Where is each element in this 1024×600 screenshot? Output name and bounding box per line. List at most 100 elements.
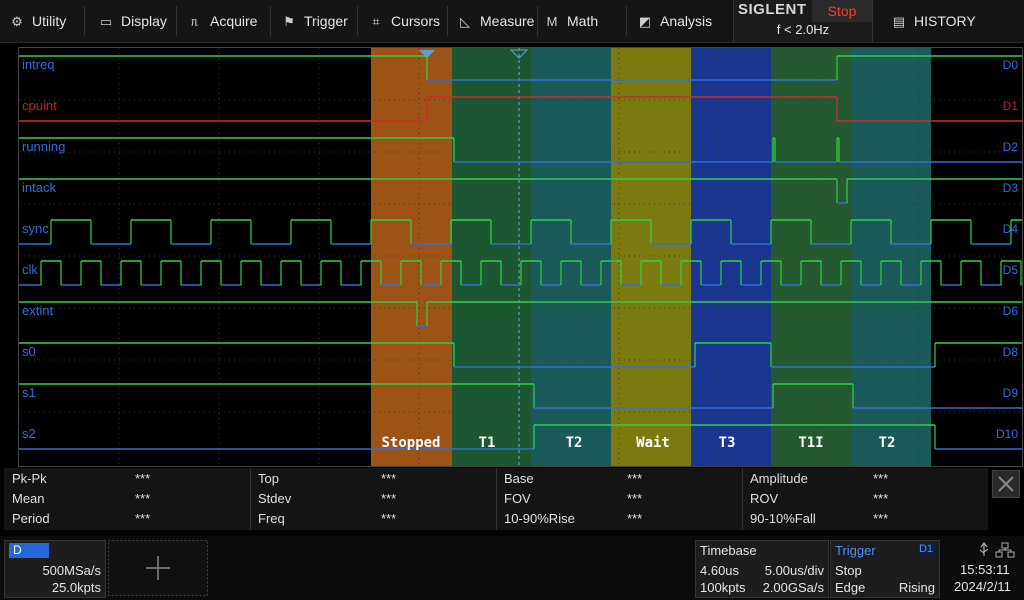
timebase-scale: 5.00us/div <box>764 563 824 578</box>
menu-divider <box>626 6 627 36</box>
crosshair-icon: ⌗ <box>372 14 380 29</box>
measurement-value: *** <box>627 491 643 506</box>
menu-utility-label: Utility <box>32 13 67 29</box>
state-band <box>771 48 851 466</box>
menu-analysis[interactable]: ◩ Analysis <box>636 0 712 42</box>
measurement-label[interactable]: Base <box>504 471 534 486</box>
measurement-value: *** <box>627 471 643 486</box>
channel-name: s1 <box>22 385 36 400</box>
menu-measure-label: Measure <box>480 13 535 29</box>
timebase-panel[interactable]: Timebase 4.60us 5.00us/div 100kpts 2.00G… <box>695 540 829 598</box>
trigger-mode: Stop <box>835 563 862 578</box>
channel-name: cpuint <box>22 98 57 113</box>
channel-tag: D3 <box>1003 181 1019 195</box>
trigger-panel[interactable]: Trigger D1 Stop Edge Rising <box>830 540 940 598</box>
measurement-label[interactable]: 10-90%Rise <box>504 511 575 526</box>
state-label: T2 <box>879 435 896 451</box>
trigger-position-marker <box>419 50 435 58</box>
measurement-label[interactable]: Freq <box>258 511 285 526</box>
channel-tag: D0 <box>1003 58 1019 72</box>
menu-display[interactable]: ▭ Display <box>97 0 167 42</box>
measurement-value: *** <box>135 511 151 526</box>
state-label: Stopped <box>381 435 440 451</box>
digital-channel-box[interactable]: D 500MSa/s 25.0kpts <box>4 540 106 598</box>
plus-icon <box>146 556 170 580</box>
channel-name: s0 <box>22 344 36 359</box>
measurement-label[interactable]: Stdev <box>258 491 292 506</box>
channel-tag: D5 <box>1003 263 1019 277</box>
menu-trigger-label: Trigger <box>304 13 348 29</box>
trigger-type: Edge <box>835 580 866 595</box>
channel-tag: D1 <box>1003 99 1019 113</box>
state-band <box>611 48 691 466</box>
menu-cursors[interactable]: ⌗ Cursors <box>367 0 440 42</box>
measurement-label[interactable]: Top <box>258 471 279 486</box>
clock-date: 2024/2/11 <box>954 579 1011 594</box>
status-panel: SIGLENT Stop f < 2.0Hz <box>733 0 873 42</box>
channel-name: clk <box>22 262 38 277</box>
menu-utility[interactable]: ⚙ Utility <box>8 0 66 42</box>
menu-display-label: Display <box>121 13 167 29</box>
state-band <box>531 48 611 466</box>
state-band <box>452 48 531 466</box>
center-marker <box>509 49 529 59</box>
measurement-label[interactable]: ROV <box>750 491 779 506</box>
measurement-value: *** <box>381 471 397 486</box>
measurement-label[interactable]: Amplitude <box>750 471 808 486</box>
menu-divider <box>270 6 271 36</box>
measurement-value: *** <box>873 511 889 526</box>
analysis-icon: ◩ <box>638 14 652 29</box>
channel-name: intreq <box>22 57 55 72</box>
waveform-display[interactable]: intreq D0 cpuint D1 running D2 intack D3 sync D4 c… <box>18 47 1023 467</box>
channel-name: s2 <box>22 426 36 441</box>
channel-tag: D9 <box>1003 386 1019 400</box>
measurement-label[interactable]: FOV <box>504 491 531 506</box>
flag-icon: ⚑ <box>283 14 295 29</box>
acquire-icon: ᥰ <box>191 14 199 29</box>
state-band <box>851 48 931 466</box>
menu-divider <box>537 6 538 36</box>
close-icon <box>998 476 1014 492</box>
state-label: T2 <box>566 435 583 451</box>
trigger-slope: Rising <box>898 580 935 595</box>
measurement-label[interactable]: 90-10%Fall <box>750 511 816 526</box>
measurement-value: *** <box>627 511 643 526</box>
measurement-label[interactable]: Period <box>12 511 50 526</box>
menu-divider <box>176 6 177 36</box>
measurement-divider <box>742 468 743 530</box>
menu-acquire-label: Acquire <box>210 13 258 29</box>
state-label: T1I <box>798 435 823 451</box>
add-channel-button[interactable] <box>108 540 208 596</box>
menu-math[interactable]: M Math <box>543 0 599 42</box>
channel-tag: D4 <box>1003 222 1019 236</box>
menu-math-label: Math <box>567 13 599 29</box>
measurement-value: *** <box>135 491 151 506</box>
measurement-label[interactable]: Pk-Pk <box>12 471 47 486</box>
state-band <box>691 48 771 466</box>
monitor-icon: ▭ <box>99 14 113 29</box>
clock-time: 15:53:11 <box>960 562 1010 577</box>
channel-tag: D10 <box>996 427 1018 441</box>
measurement-value: *** <box>135 471 151 486</box>
close-measurements-button[interactable] <box>992 470 1020 498</box>
menu-history[interactable]: ▤ HISTORY <box>890 0 976 42</box>
menu-history-label: HISTORY <box>914 13 976 29</box>
math-icon: M <box>546 14 558 29</box>
measurement-value: *** <box>873 491 889 506</box>
gear-icon: ⚙ <box>11 14 23 29</box>
measurement-label[interactable]: Mean <box>12 491 45 506</box>
run-state-badge[interactable]: Stop <box>812 0 872 22</box>
clock-panel: 15:53:11 2024/2/11 <box>942 540 1022 596</box>
menu-acquire[interactable]: ᥰ Acquire <box>186 0 257 42</box>
menu-trigger[interactable]: ⚑ Trigger <box>280 0 348 42</box>
history-icon: ▤ <box>892 14 906 29</box>
state-band <box>371 48 452 466</box>
timebase-delay: 4.60us <box>700 563 740 578</box>
channel-tag: D6 <box>1003 304 1019 318</box>
menu-measure[interactable]: ◺ Measure <box>456 0 534 42</box>
trigger-title: Trigger <box>835 543 876 558</box>
state-label: T3 <box>719 435 736 451</box>
ruler-icon: ◺ <box>460 14 470 29</box>
measurement-value: *** <box>873 471 889 486</box>
trigger-source: D1 <box>916 543 935 555</box>
